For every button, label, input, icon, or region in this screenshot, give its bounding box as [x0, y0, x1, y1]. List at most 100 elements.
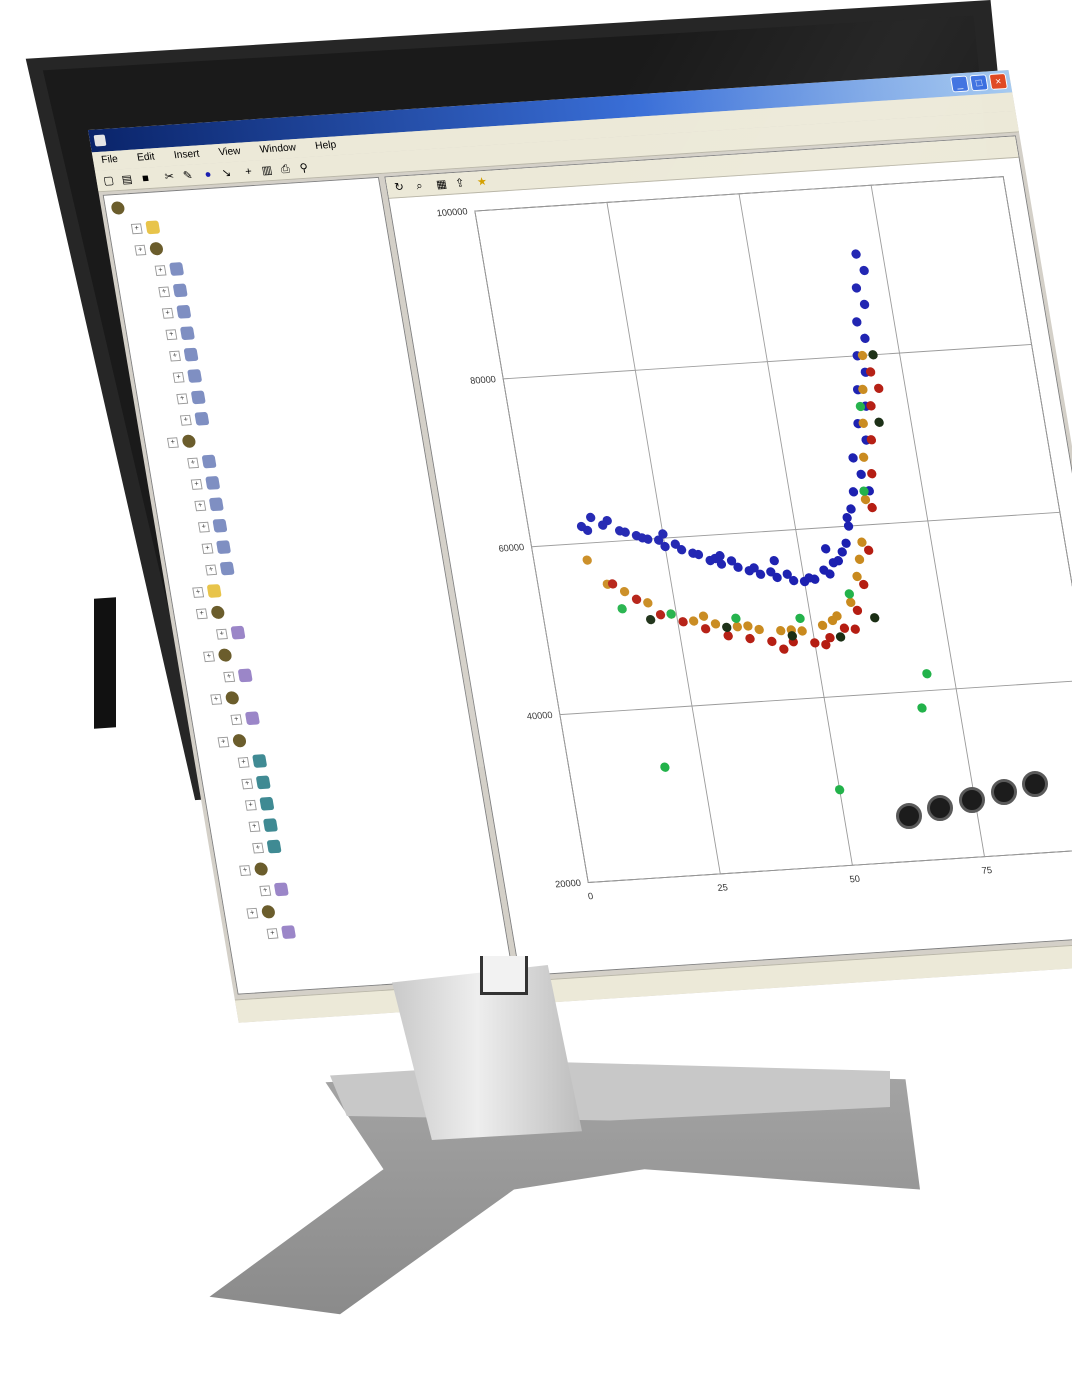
tree-item[interactable]: +	[191, 581, 226, 602]
tree-expander-icon[interactable]: +	[244, 799, 257, 811]
tree-item[interactable]: +	[161, 302, 196, 323]
menu-view[interactable]: View	[217, 145, 242, 159]
tree-item[interactable]: +	[210, 688, 245, 709]
tree-expander-icon[interactable]: +	[248, 820, 261, 832]
tree-item[interactable]: +	[168, 345, 203, 366]
tree-item[interactable]: +	[186, 452, 221, 473]
cut-icon[interactable]: ✂	[163, 169, 176, 184]
tree-item[interactable]: +	[172, 366, 207, 387]
tree-item[interactable]: +	[134, 239, 169, 260]
menu-insert[interactable]: Insert	[173, 148, 201, 162]
tree-expander-icon[interactable]: +	[217, 736, 230, 748]
tree-expander-icon[interactable]: +	[169, 350, 181, 362]
tree-item[interactable]: +	[166, 431, 201, 452]
tree-expander-icon[interactable]: +	[215, 628, 228, 640]
tree-item[interactable]: +	[202, 645, 237, 666]
tree-item[interactable]: +	[238, 859, 273, 880]
tree-expander-icon[interactable]: +	[166, 436, 179, 448]
tree-item[interactable]: +	[244, 794, 279, 815]
globe-icon[interactable]: ●	[203, 167, 213, 181]
minimize-button[interactable]: _	[950, 75, 970, 93]
monitor-button-2[interactable]	[927, 795, 953, 821]
plus-icon[interactable]: +	[244, 164, 253, 178]
monitor-power-button[interactable]	[1022, 771, 1048, 797]
save-icon[interactable]: ■	[140, 171, 150, 185]
tree-expander-icon[interactable]: +	[134, 244, 147, 256]
filter-icon[interactable]: ⚲	[298, 160, 309, 175]
tree-expander-icon[interactable]: +	[246, 907, 259, 919]
menu-file[interactable]: File	[100, 153, 119, 166]
tree-item[interactable]: +	[222, 665, 257, 686]
tree-item[interactable]: +	[259, 879, 294, 900]
tree-expander-icon[interactable]: +	[203, 650, 215, 662]
scatter-chart[interactable]: 025507510020000400006000080000100000	[389, 157, 1072, 953]
tree-item[interactable]: +	[176, 387, 211, 408]
tree-item[interactable]	[110, 198, 131, 218]
chart-type-icon[interactable]: ▦	[435, 177, 448, 191]
tree-item[interactable]: +	[157, 280, 192, 301]
tree-item[interactable]: +	[195, 602, 230, 623]
maximize-button[interactable]: □	[969, 74, 989, 92]
chart-icon[interactable]: ▥	[260, 163, 274, 177]
tree-expander-icon[interactable]: +	[223, 671, 236, 682]
tree-expander-icon[interactable]: +	[210, 693, 223, 705]
tree-expander-icon[interactable]: +	[176, 392, 189, 404]
tree-expander-icon[interactable]: +	[154, 264, 167, 276]
tree-expander-icon[interactable]: +	[237, 756, 250, 768]
tree-expander-icon[interactable]: +	[158, 286, 171, 297]
tree-expander-icon[interactable]: +	[252, 842, 264, 854]
tree-expander-icon[interactable]: +	[201, 542, 214, 554]
refresh-icon[interactable]: ↻	[393, 180, 405, 194]
tree-expander-icon[interactable]: +	[239, 864, 251, 876]
tree-item[interactable]: +	[266, 922, 301, 943]
tree-item[interactable]: +	[130, 217, 165, 238]
tree-expander-icon[interactable]: +	[266, 927, 279, 939]
tree-expander-icon[interactable]: +	[179, 414, 192, 426]
tree-expander-icon[interactable]: +	[230, 713, 243, 725]
tree-expander-icon[interactable]: +	[241, 777, 254, 789]
tree-item[interactable]: +	[190, 473, 225, 494]
tree-expander-icon[interactable]: +	[187, 457, 199, 469]
tree-expander-icon[interactable]: +	[161, 307, 174, 319]
tree-item[interactable]: +	[217, 731, 252, 752]
tree-item[interactable]: +	[204, 558, 239, 579]
tree-item[interactable]: +	[165, 323, 200, 344]
tree-item[interactable]: +	[194, 494, 229, 515]
monitor-button-4[interactable]	[991, 779, 1017, 805]
monitor-button-1[interactable]	[896, 803, 922, 829]
pencil-icon[interactable]: ✎	[182, 168, 194, 183]
print-icon[interactable]: ⎙	[279, 162, 291, 176]
tree-item[interactable]: +	[241, 772, 276, 793]
tree-expander-icon[interactable]: +	[194, 499, 207, 511]
tree-expander-icon[interactable]: +	[172, 371, 185, 383]
tree-item[interactable]: +	[197, 516, 232, 537]
export-icon[interactable]: ⇪	[454, 176, 466, 190]
tree-item[interactable]: +	[201, 537, 236, 558]
tree-expander-icon[interactable]: +	[190, 478, 203, 490]
open-icon[interactable]: ▤	[120, 172, 134, 187]
tree-expander-icon[interactable]: +	[165, 328, 178, 340]
arrow-icon[interactable]: ↘	[220, 165, 233, 180]
menu-window[interactable]: Window	[258, 141, 297, 156]
tree-item[interactable]: +	[154, 259, 189, 280]
zoom-icon[interactable]: ⌕	[415, 178, 424, 193]
close-button[interactable]: ×	[988, 73, 1008, 90]
menu-help[interactable]: Help	[314, 139, 338, 152]
tree-item[interactable]: +	[246, 902, 281, 923]
new-icon[interactable]: ▢	[102, 173, 115, 188]
tree-expander-icon[interactable]: +	[192, 586, 205, 598]
tree-item[interactable]: +	[215, 623, 250, 644]
tree-item[interactable]: +	[179, 409, 214, 430]
tree-item[interactable]: +	[248, 815, 283, 836]
menu-edit[interactable]: Edit	[136, 151, 156, 164]
help-icon[interactable]: ★	[475, 174, 489, 189]
tree-expander-icon[interactable]: +	[130, 222, 143, 234]
tree-item[interactable]: +	[251, 837, 286, 858]
monitor-button-3[interactable]	[959, 787, 985, 813]
tree-item[interactable]: +	[237, 751, 272, 772]
tree-item[interactable]: +	[230, 708, 265, 729]
tree-expander-icon[interactable]: +	[197, 521, 210, 533]
tree-expander-icon[interactable]: +	[195, 607, 208, 619]
tree-expander-icon[interactable]: +	[205, 564, 217, 575]
tree-expander-icon[interactable]: +	[259, 884, 272, 896]
